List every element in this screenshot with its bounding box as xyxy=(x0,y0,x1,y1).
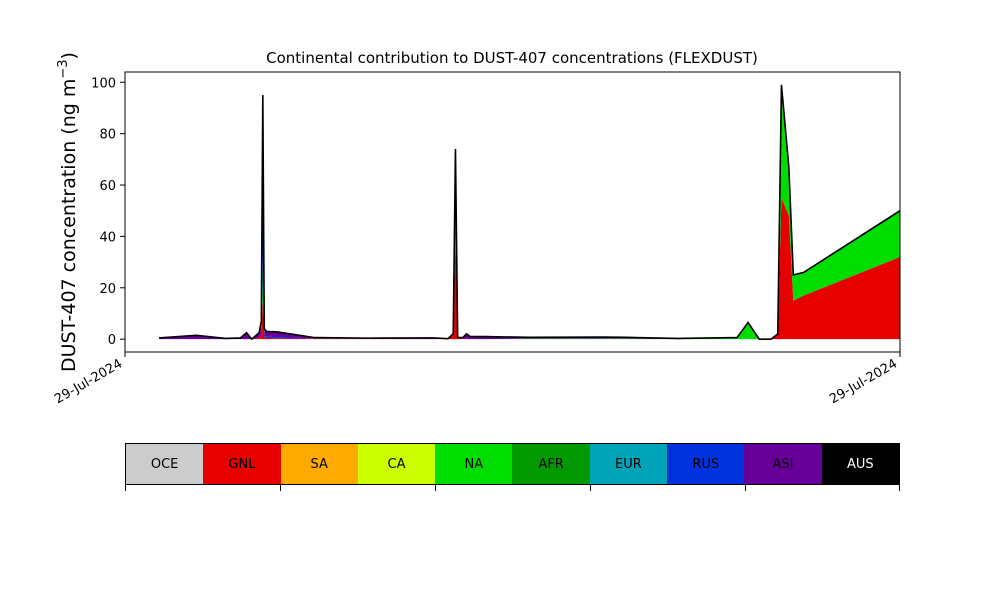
legend-tick xyxy=(590,485,591,491)
y-tick-label: 60 xyxy=(99,179,116,194)
legend-tick xyxy=(745,485,746,491)
area-series-gnl xyxy=(159,197,900,340)
y-axis-label-exponent: −3 xyxy=(56,59,71,78)
plot-area xyxy=(159,84,901,341)
legend-tick xyxy=(899,485,900,491)
legend: OCE GNL SA CA NA AFR EUR RUS ASI AUS xyxy=(125,443,900,485)
y-tick-label: 0 xyxy=(108,333,116,348)
legend-entry-asi: ASI xyxy=(744,444,822,484)
legend-tick xyxy=(280,485,281,491)
plot-frame xyxy=(124,71,901,353)
total-concentration-line xyxy=(159,84,901,341)
x-tick-label: 29-Jul-2024 xyxy=(827,356,900,407)
legend-entry-rus: RUS xyxy=(667,444,745,484)
legend-entry-aus: AUS xyxy=(821,444,899,484)
legend-entry-sa: SA xyxy=(280,444,358,484)
y-tick-label: 20 xyxy=(99,282,116,297)
legend-entry-gnl: GNL xyxy=(203,444,281,484)
legend-entry-eur: EUR xyxy=(589,444,668,484)
legend-entry-na: NA xyxy=(435,444,513,484)
y-tick-label: 100 xyxy=(91,76,116,91)
chart-title: Continental contribution to DUST-407 con… xyxy=(266,49,758,67)
legend-entry-afr: AFR xyxy=(512,444,590,484)
legend-ticks xyxy=(125,485,900,491)
y-tick-label: 40 xyxy=(99,230,116,245)
legend-entry-ca: CA xyxy=(357,444,436,484)
legend-tick xyxy=(435,485,436,491)
y-axis-label: DUST-407 concentration (ng m−3) xyxy=(56,52,80,372)
y-axis-label-close: ) xyxy=(58,52,80,59)
legend-entry-oce: OCE xyxy=(126,444,204,484)
y-tick-label: 80 xyxy=(99,128,116,143)
legend-tick xyxy=(125,485,126,491)
y-axis-label-main: DUST-407 concentration (ng m xyxy=(58,79,80,372)
